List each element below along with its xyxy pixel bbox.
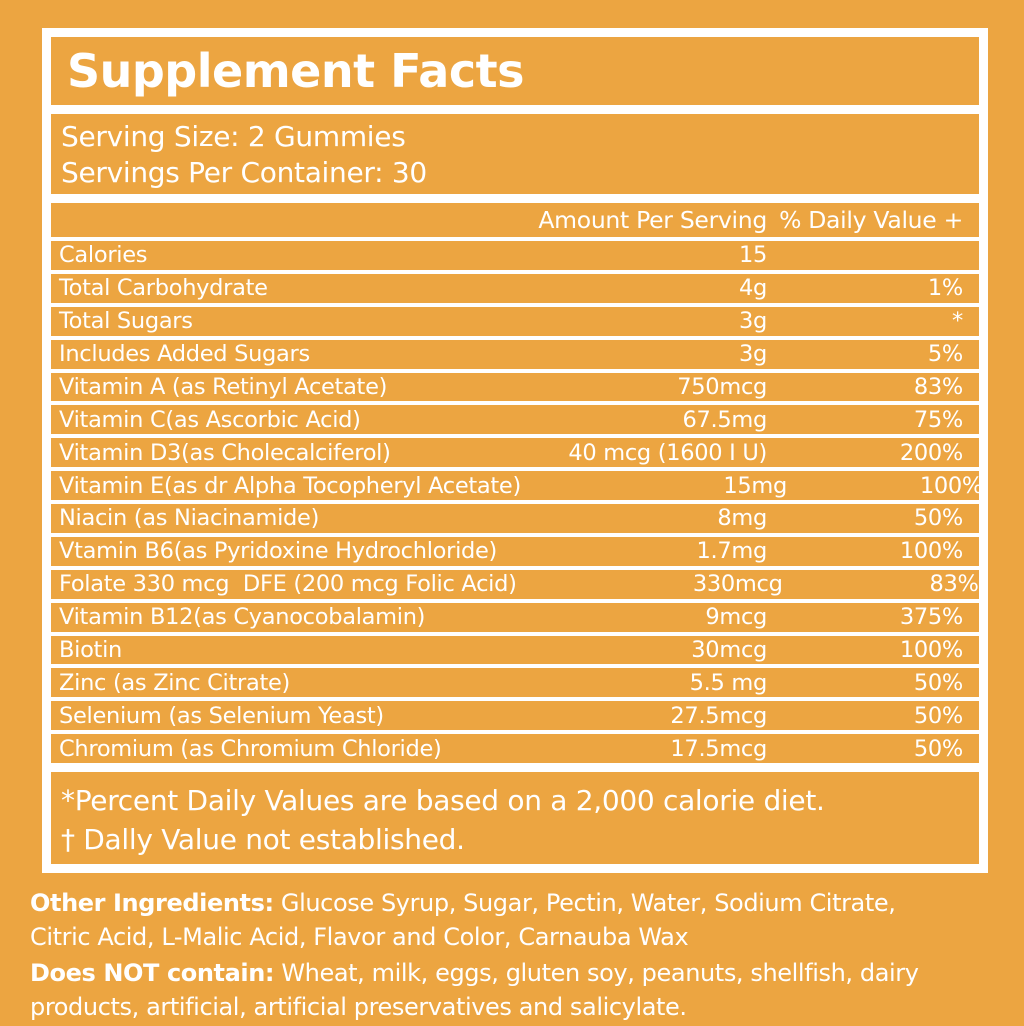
amount-per-serving-header: Amount Per Serving bbox=[538, 206, 767, 234]
table-row: Niacin (as Niacinamide) 8mg 50% bbox=[51, 504, 979, 537]
other-ingredients-text: Glucose Syrup, Sugar, Pectin, Water, Sod… bbox=[273, 889, 896, 917]
nutrient-amount: 30mcg bbox=[691, 636, 767, 663]
table-row: Selenium (as Selenium Yeast) 27.5mcg 50% bbox=[51, 701, 979, 735]
does-not-contain-line-2: products, artificial, artificial preserv… bbox=[30, 993, 687, 1021]
nutrient-percent: 100% bbox=[919, 472, 983, 499]
footnote-section: *Percent Daily Values are based on a 2,0… bbox=[51, 772, 979, 864]
nutrient-name: Vitamin A (as Retinyl Acetate) bbox=[59, 373, 388, 400]
nutrient-percent: 50% bbox=[913, 735, 963, 762]
serving-size: Serving Size: 2 Gummies bbox=[61, 120, 406, 153]
nutrient-name: Chromium (as Chromium Chloride) bbox=[59, 735, 442, 762]
nutrient-percent: 375% bbox=[899, 604, 963, 631]
facts-table: Amount Per Serving % Daily Value + Calor… bbox=[51, 203, 983, 763]
other-ingredients-lead: Other Ingredients: bbox=[30, 889, 274, 917]
nutrient-amount: 67.5mg bbox=[682, 406, 768, 433]
nutrient-percent: 5% bbox=[927, 341, 963, 368]
nutrient-name: Selenium (as Selenium Yeast) bbox=[59, 702, 384, 729]
nutrient-percent: * bbox=[952, 308, 963, 335]
table-row: Vitamin D3(as Cholecalciferol) 40 mcg (1… bbox=[51, 438, 979, 472]
nutrient-name: Biotin bbox=[59, 636, 122, 663]
does-not-contain-text: Wheat, milk, eggs, gluten soy, peanuts, … bbox=[274, 959, 919, 987]
other-ingredients-paragraph: Other Ingredients: Glucose Syrup, Sugar,… bbox=[30, 886, 1000, 954]
table-row: Total Carbohydrate 4g 1% bbox=[51, 274, 979, 307]
table-row: Vitamin E(as dr Alpha Tocopheryl Acetate… bbox=[51, 471, 983, 504]
nutrient-amount: 4g bbox=[739, 275, 767, 302]
nutrient-percent: 50% bbox=[913, 505, 963, 532]
table-row: Total Sugars 3g * bbox=[51, 307, 979, 340]
footnote-percent-daily-values: *Percent Daily Values are based on a 2,0… bbox=[61, 784, 825, 817]
nutrient-name: Total Sugars bbox=[59, 308, 193, 335]
other-ingredients-line-2: Citric Acid, L-Malic Acid, Flavor and Co… bbox=[30, 923, 689, 951]
table-rows: Calories 15 Total Carbohydrate 4g 1% Tot… bbox=[51, 241, 983, 763]
nutrient-amount: 17.5mcg bbox=[670, 735, 767, 762]
table-row: Vitamin A (as Retinyl Acetate) 750mcg 83… bbox=[51, 373, 979, 406]
does-not-contain-line-1: Does NOT contain: Wheat, milk, eggs, glu… bbox=[30, 956, 1000, 990]
does-not-contain-paragraph: Does NOT contain: Wheat, milk, eggs, glu… bbox=[30, 956, 1000, 1024]
footnote-daily-value-not-established: † Dally Value not established. bbox=[61, 823, 465, 856]
nutrient-amount: 9mcg bbox=[705, 604, 767, 631]
nutrient-name: Includes Added Sugars bbox=[59, 341, 310, 368]
nutrient-amount: 3g bbox=[739, 341, 767, 368]
servings-per-container: Servings Per Container: 30 bbox=[61, 156, 427, 189]
nutrient-percent: 100% bbox=[899, 636, 963, 663]
table-row: Vitamin B12(as Cyanocobalamin) 9mcg 375% bbox=[51, 603, 979, 636]
table-row: Folate 330 mcg DFE (200 mcg Folic Acid) … bbox=[51, 570, 979, 603]
nutrient-name: Vtamin B6(as Pyridoxine Hydrochloride) bbox=[59, 538, 498, 565]
nutrient-name: Vitamin C(as Ascorbic Acid) bbox=[59, 406, 361, 433]
table-row: Chromium (as Chromium Chloride) 17.5mcg … bbox=[51, 734, 979, 763]
nutrient-amount: 1.7mg bbox=[696, 538, 768, 565]
other-ingredients-line-1: Other Ingredients: Glucose Syrup, Sugar,… bbox=[30, 886, 1000, 920]
nutrient-name: Vitamin B12(as Cyanocobalamin) bbox=[59, 604, 426, 631]
nutrient-amount: 27.5mcg bbox=[670, 702, 767, 729]
table-row: Calories 15 bbox=[51, 241, 979, 274]
nutrient-amount: 3g bbox=[739, 308, 767, 335]
nutrient-amount: 5.5 mg bbox=[689, 669, 768, 696]
nutrient-percent: 75% bbox=[913, 406, 963, 433]
nutrient-amount: 750mcg bbox=[677, 373, 767, 400]
table-row: Zinc (as Zinc Citrate) 5.5 mg 50% bbox=[51, 668, 979, 702]
nutrient-percent: 200% bbox=[899, 439, 963, 466]
serving-section: Serving Size: 2 Gummies Servings Per Con… bbox=[51, 114, 979, 194]
nutrient-percent: 83% bbox=[929, 571, 979, 598]
daily-value-header: % Daily Value + bbox=[779, 206, 963, 234]
table-row: Biotin 30mcg 100% bbox=[51, 636, 979, 669]
nutrient-amount: 330mcg bbox=[692, 571, 783, 598]
nutrient-name: Niacin (as Niacinamide) bbox=[59, 505, 320, 532]
nutrient-percent: 83% bbox=[913, 373, 963, 400]
nutrient-percent: 1% bbox=[927, 275, 963, 302]
nutrient-amount: 40 mcg (1600 I U) bbox=[568, 439, 767, 466]
title-section: Supplement Facts bbox=[51, 37, 979, 105]
nutrient-name: Vitamin E(as dr Alpha Tocopheryl Acetate… bbox=[59, 472, 521, 499]
ingredients-block: Other Ingredients: Glucose Syrup, Sugar,… bbox=[30, 886, 1000, 1026]
panel-title: Supplement Facts bbox=[67, 44, 525, 98]
nutrient-name: Total Carbohydrate bbox=[59, 275, 268, 302]
nutrient-amount: 8mg bbox=[717, 505, 767, 532]
nutrient-name: Vitamin D3(as Cholecalciferol) bbox=[59, 439, 391, 466]
nutrient-amount: 15 bbox=[738, 242, 767, 269]
nutrient-percent: 50% bbox=[913, 669, 963, 696]
table-row: Includes Added Sugars 3g 5% bbox=[51, 340, 979, 373]
nutrient-name: Zinc (as Zinc Citrate) bbox=[59, 669, 291, 696]
nutrient-name: Calories bbox=[59, 242, 148, 269]
does-not-contain-lead: Does NOT contain: bbox=[30, 959, 275, 987]
table-row: Vitamin C(as Ascorbic Acid) 67.5mg 75% bbox=[51, 405, 979, 439]
table-row: Vtamin B6(as Pyridoxine Hydrochloride) 1… bbox=[51, 537, 979, 570]
nutrient-amount: 15mg bbox=[723, 472, 787, 499]
nutrient-percent: 100% bbox=[899, 538, 963, 565]
table-header-row: Amount Per Serving % Daily Value + bbox=[51, 203, 979, 241]
nutrient-percent: 50% bbox=[913, 702, 963, 729]
supplement-facts-panel: Supplement Facts Serving Size: 2 Gummies… bbox=[42, 28, 988, 873]
nutrient-name: Folate 330 mcg DFE (200 mcg Folic Acid) bbox=[59, 571, 517, 598]
